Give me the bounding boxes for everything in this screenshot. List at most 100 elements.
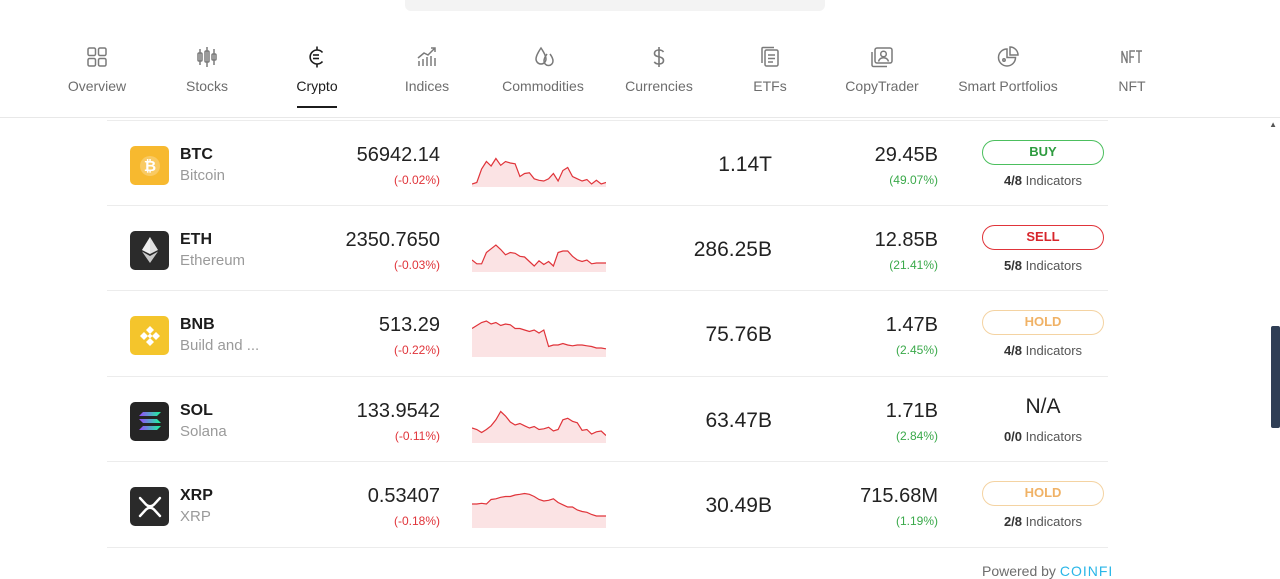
price-change: (-0.11%) [394,428,440,443]
signal-button[interactable]: BUY [982,140,1104,165]
volume: 1.71B [885,399,938,422]
commodities-drop-icon [530,44,556,70]
signal-not-available: N/A [1025,394,1061,418]
volume: 12.85B [874,228,938,251]
crypto-coin-icon [304,44,330,70]
asset-name: Bitcoin [180,167,226,184]
price-change: (-0.18%) [393,514,440,528]
signal-button[interactable]: HOLD [982,481,1104,506]
indices-chart-icon [414,44,440,70]
active-tab-underline [297,106,337,108]
bitcoin-icon: ₿ [130,146,169,185]
price-change: (-0.03%) [393,257,440,272]
nav-tab-stocks[interactable]: Stocks [147,44,267,96]
nav-tab-label: Overview [67,78,127,94]
signal-button[interactable]: SELL [982,224,1104,250]
nav-tab-label: Smart Portfolios [958,78,1058,94]
table-row-sol[interactable]: SOL Solana 133.9542 (-0.11%) 63.47B 1.71… [107,377,1108,462]
nft-icon [1119,44,1145,70]
sparkline-area [472,321,606,357]
xrp-icon [130,487,169,526]
asset-price: 56942.14 [356,144,440,166]
indicators-label: Indicators [1025,514,1083,529]
table-row-btc[interactable]: ₿ BTC Bitcoin 56942.14 (-0.02%) 1.14T 29… [107,120,1108,206]
market-cap: 63.47B [705,408,772,432]
volume: 29.45B [874,144,938,166]
nav-tab-label: Stocks [185,78,228,94]
nav-tab-label: Indices [404,78,450,94]
indicators-summary: 4/8 Indicators [982,173,1104,188]
market-cap: 1.14T [718,153,772,176]
asset-symbol[interactable]: ETH [180,230,212,248]
asset-name: Ethereum [180,251,246,269]
nav-tab-etfs[interactable]: ETFs [710,44,830,96]
svg-text:₿: ₿ [143,157,155,175]
indicators-label: Indicators [1025,257,1083,273]
table-row-eth[interactable]: ETH Ethereum 2350.7650 (-0.03%) 286.25B … [107,206,1108,291]
nav-tab-label: Commodities [502,78,584,94]
sparkline-line [472,492,606,517]
asset-price: 513.29 [378,314,440,336]
price-change: (-0.02%) [393,173,440,187]
market-cap: 30.49B [705,494,772,517]
nav-tab-currencies[interactable]: Currencies [599,44,719,96]
sparkline-line [472,320,606,350]
volume-change: (2.45%) [895,343,938,357]
indicators-count: 0/0 [1003,428,1023,444]
ethereum-icon [130,230,169,270]
market-category-nav: Overview Stocks Crypto Indices Commoditi… [0,0,1280,118]
asset-price: 0.53407 [367,485,440,507]
volume-change: (2.84%) [895,428,938,443]
nav-tab-commodities[interactable]: Commodities [483,44,603,96]
table-row-xrp[interactable]: XRP XRP 0.53407 (-0.18%) 30.49B 715.68M … [107,462,1108,548]
indicators-count: 4/8 [1003,343,1023,358]
nav-tab-indices[interactable]: Indices [367,44,487,96]
volume-change: (49.07%) [889,173,938,187]
asset-name: Build and ... [180,337,260,354]
table-row-bnb[interactable]: BNB Build and ... 513.29 (-0.22%) 75.76B… [107,291,1108,377]
volume: 1.47B [885,314,938,336]
indicators-count: 2/8 [1003,514,1023,529]
copytrader-person-icon [869,44,895,70]
asset-symbol[interactable]: BTC [180,146,213,163]
volume: 715.68M [860,485,938,507]
asset-symbol[interactable]: BNB [180,316,215,333]
asset-price: 133.9542 [356,399,440,422]
scroll-up-arrow-icon[interactable]: ▲ [1269,120,1277,129]
asset-name: XRP [180,508,211,525]
nav-tab-nft[interactable]: NFT [1072,44,1192,96]
asset-name: Solana [180,422,227,440]
bnb-icon [130,316,169,355]
powered-by-label: Powered by [982,563,1056,579]
stocks-candles-icon [194,44,220,70]
indicators-count: 5/8 [1003,257,1023,273]
asset-symbol[interactable]: SOL [180,401,213,419]
nav-tab-crypto[interactable]: Crypto [257,44,377,108]
indicators-summary: 2/8 Indicators [982,514,1104,529]
sparkline-line [472,410,606,436]
price-sparkline [472,410,606,443]
indicators-count: 4/8 [1003,173,1023,188]
nav-tab-overview[interactable]: Overview [37,44,157,96]
powered-by-attribution[interactable]: Powered by COINFI [982,563,1113,579]
scrollbar-thumb[interactable] [1271,326,1280,428]
nav-tab-label: NFT [1118,78,1146,94]
sparkline-area [472,493,606,528]
price-change: (-0.22%) [393,343,440,357]
price-sparkline [472,492,606,528]
nav-tab-label: Currencies [625,78,693,94]
indicators-summary: 4/8 Indicators [982,343,1104,358]
nav-tab-copytrader[interactable]: CopyTrader [822,44,942,96]
indicators-label: Indicators [1025,343,1083,358]
top-search-bar-edge [405,0,825,11]
signal-button[interactable]: HOLD [982,310,1104,335]
coinfi-logo: COINFI [1059,563,1114,579]
nav-tab-label: ETFs [753,78,787,94]
nav-tab-smart-portfolios[interactable]: Smart Portfolios [948,44,1068,96]
nav-tab-label: Crypto [296,78,338,94]
currencies-dollar-icon [646,44,672,70]
asset-symbol[interactable]: XRP [180,487,213,504]
market-cap: 75.76B [705,323,772,346]
volume-change: (21.41%) [889,257,938,272]
nav-tab-label: CopyTrader [845,78,919,94]
